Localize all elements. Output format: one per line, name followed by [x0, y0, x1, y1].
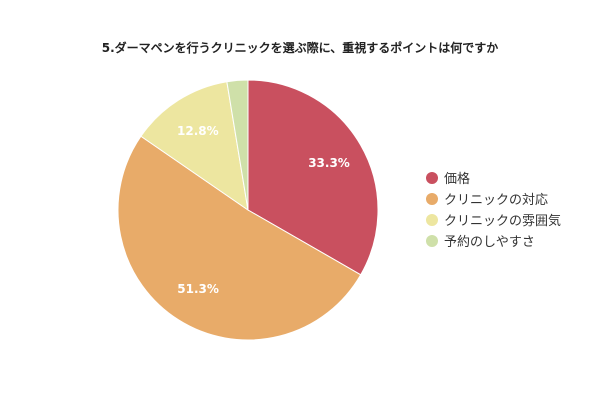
legend-label-2: クリニックの対応 [444, 193, 548, 208]
legend-marker-4 [426, 235, 438, 247]
pie-slices [117, 79, 379, 341]
legend-marker-3 [426, 214, 438, 226]
slice-data-label-3: 12.8% [177, 124, 219, 138]
legend-label-1: 価格 [444, 171, 470, 187]
pie-slice-labels: 33.3% 51.3% 12.8% [177, 124, 350, 296]
legend-label-3: クリニックの雰囲気 [444, 213, 561, 229]
pie-slice-1 [247, 79, 379, 276]
slice-data-label-2: 51.3% [177, 282, 219, 296]
chart-title: 5.ダーマペンを行うクリニックを選ぶ際に、重視するポイントは何ですか [102, 40, 499, 55]
slice-data-label-1: 33.3% [308, 156, 350, 170]
pie-slice-4 [226, 79, 249, 211]
legend-marker-1 [426, 172, 438, 184]
pie-slice-2 [117, 135, 362, 341]
legend-label-4: 予約のしやすさ [444, 235, 535, 250]
legend-marker-2 [426, 193, 438, 205]
pie-slice-3 [140, 81, 249, 212]
